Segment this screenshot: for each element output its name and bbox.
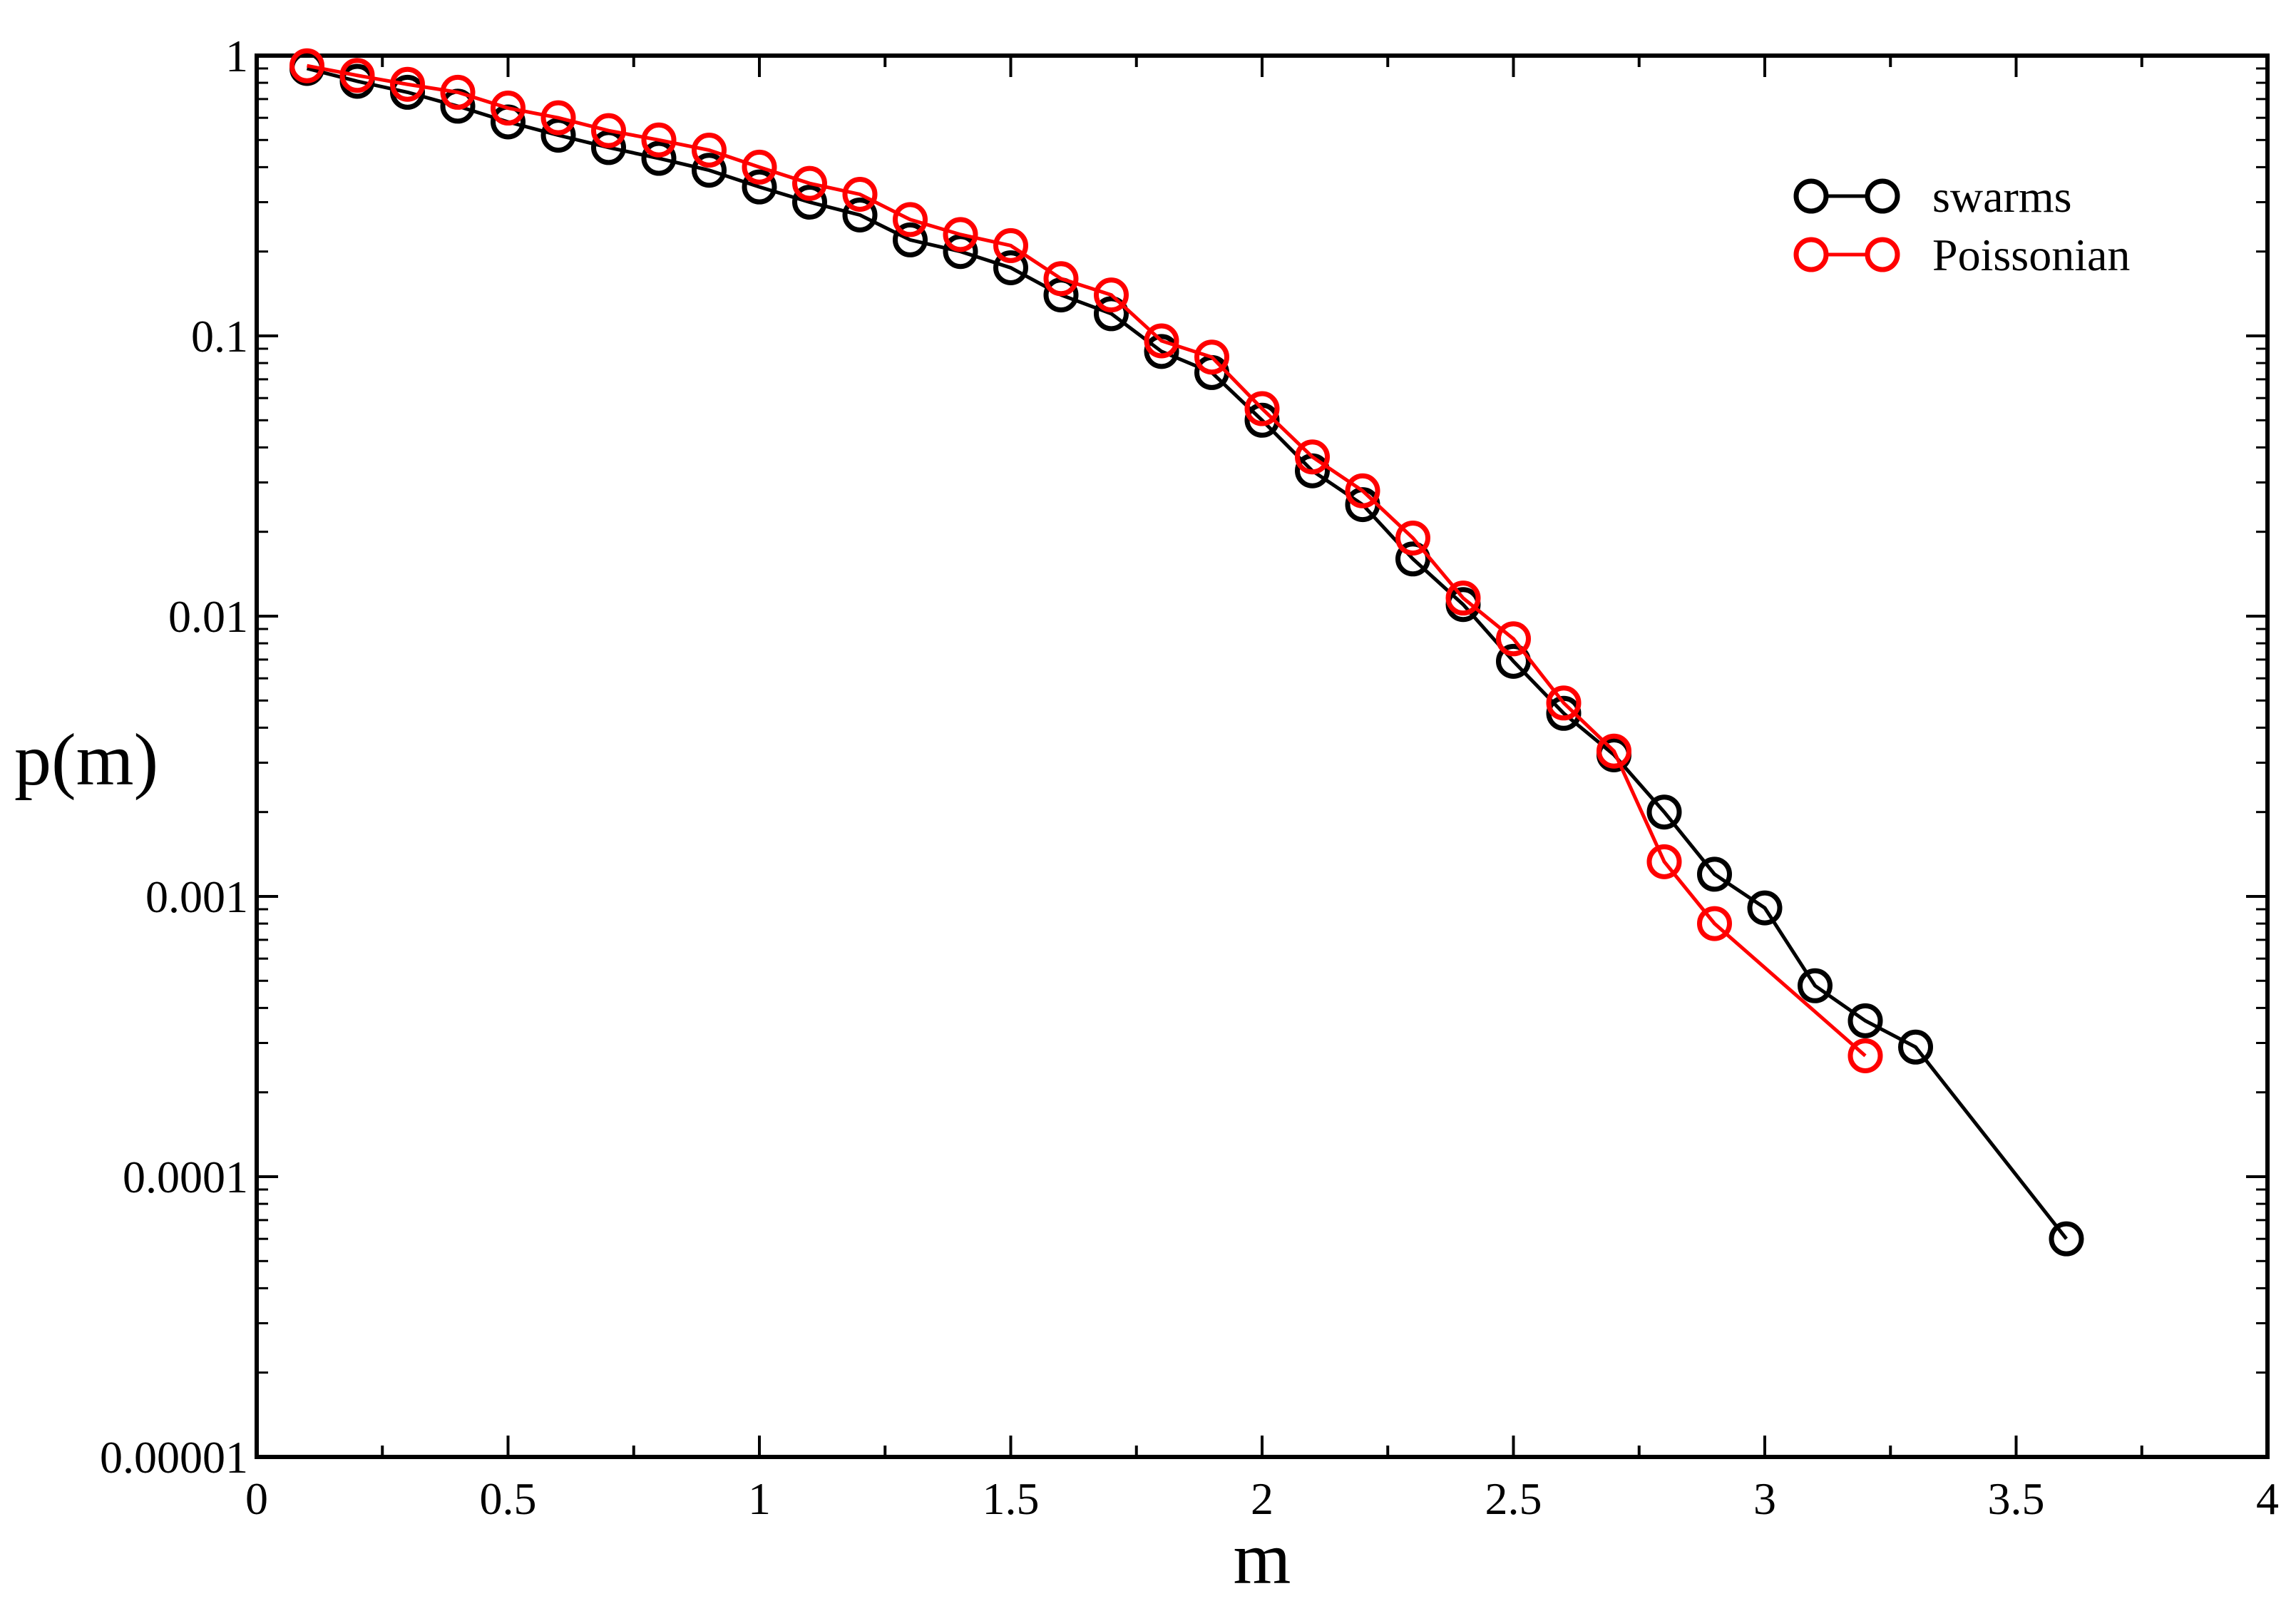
- data-point: [1345, 473, 1380, 508]
- data-point: [289, 48, 324, 83]
- data-point: [1194, 339, 1229, 375]
- data-point: [692, 153, 727, 188]
- y-tick-label: 0.0001: [123, 1152, 248, 1202]
- data-point: [390, 66, 425, 102]
- y-tick-label: 0.01: [168, 591, 248, 642]
- series-poissonian: [289, 48, 1883, 1073]
- data-point: [1597, 733, 1631, 769]
- legend: swarms Poissonian: [1793, 171, 2130, 280]
- data-point: [1496, 643, 1531, 679]
- data-point: [1546, 685, 1582, 721]
- data-point: [491, 91, 526, 126]
- x-tick-label: 2: [1251, 1473, 1273, 1524]
- data-point: [641, 140, 677, 176]
- data-point: [1295, 439, 1330, 475]
- y-axis-title: p(m): [14, 719, 158, 801]
- x-tick-label: 1.5: [983, 1473, 1040, 1524]
- y-tick-labels: 1 0.1 0.01 0.001 0.0001 0.00001: [100, 31, 248, 1483]
- data-point: [1144, 323, 1179, 359]
- data-point: [1244, 402, 1280, 438]
- series-line: [307, 63, 1867, 1058]
- data-point: [792, 184, 827, 220]
- series-line: [306, 66, 2068, 1240]
- data-point: [1646, 794, 1682, 830]
- y-tick-label: 1: [225, 31, 248, 81]
- ticks-layer: [255, 54, 2269, 1458]
- x-tick-label: 3.5: [1988, 1473, 2045, 1524]
- data-point: [1898, 1029, 1933, 1065]
- x-tick-label: 1: [748, 1473, 771, 1524]
- legend-label: Poissonian: [1932, 230, 2130, 280]
- data-point: [692, 133, 727, 168]
- data-point: [1847, 1003, 1883, 1038]
- y-tick-label: 0.00001: [100, 1432, 248, 1483]
- data-point: [893, 222, 928, 257]
- data-point: [1043, 261, 1079, 297]
- data-point: [842, 197, 878, 232]
- data-point: [842, 176, 878, 212]
- series-swarms: [289, 51, 2084, 1257]
- data-point: [591, 130, 626, 165]
- legend-marker: [1865, 178, 1900, 214]
- data-point: [993, 227, 1028, 263]
- data-point: [943, 217, 978, 252]
- x-tick-label: 2.5: [1485, 1473, 1542, 1524]
- data-point: [540, 100, 576, 135]
- y-tick-label: 0.001: [145, 871, 248, 922]
- y-tick-label: 0.1: [191, 311, 248, 362]
- data-point: [1546, 695, 1582, 731]
- data-point: [1697, 856, 1732, 892]
- data-point: [1445, 580, 1481, 616]
- data-point: [1646, 844, 1682, 879]
- data-point: [339, 58, 375, 93]
- legend-marker: [1793, 178, 1829, 214]
- data-point: [1395, 520, 1430, 556]
- x-axis-title: m: [1234, 1518, 1291, 1600]
- data-point: [1244, 391, 1280, 426]
- x-tick-label: 3: [1753, 1473, 1776, 1524]
- data-point: [1697, 906, 1732, 941]
- data-point: [540, 118, 576, 153]
- series-layer: [289, 48, 2084, 1257]
- data-point: [1094, 296, 1129, 332]
- data-point: [1747, 890, 1783, 926]
- legend-label: swarms: [1932, 171, 2072, 222]
- data-point: [1798, 968, 1833, 1003]
- legend-marker: [1793, 237, 1829, 272]
- data-point: [440, 74, 476, 110]
- x-tick-labels: 0 0.5 1 1.5 2 2.5 3 3.5 4: [245, 1473, 2279, 1524]
- data-point: [591, 113, 626, 148]
- data-point: [1496, 621, 1531, 657]
- data-point: [1395, 541, 1430, 577]
- legend-item: Poissonian: [1793, 230, 2130, 280]
- legend-marker: [1865, 237, 1900, 272]
- data-point: [1094, 277, 1129, 313]
- data-point: [2049, 1221, 2084, 1257]
- x-tick-label: 0.5: [480, 1473, 537, 1524]
- data-point: [993, 250, 1028, 285]
- data-point: [792, 165, 827, 201]
- data-point: [943, 234, 978, 270]
- data-point: [1847, 1038, 1883, 1073]
- data-point: [641, 122, 677, 158]
- x-tick-label: 4: [2256, 1473, 2279, 1524]
- data-point: [742, 169, 777, 205]
- x-tick-label: 0: [245, 1473, 268, 1524]
- data-point: [742, 149, 777, 185]
- data-point: [1144, 334, 1179, 369]
- legend-item: swarms: [1793, 171, 2072, 222]
- data-point: [893, 202, 928, 237]
